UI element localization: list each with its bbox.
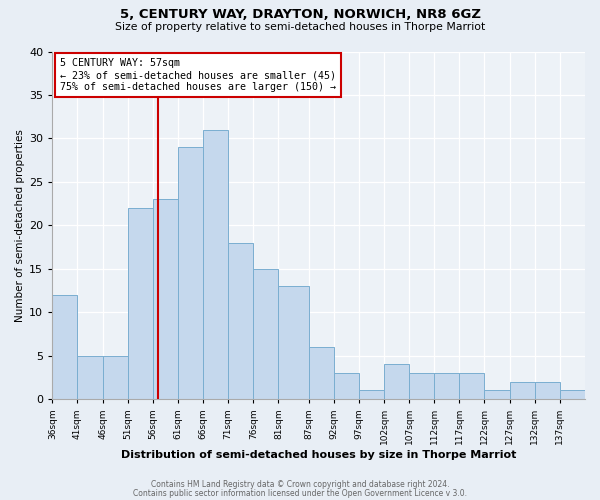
Bar <box>560 390 585 399</box>
Bar <box>334 373 359 399</box>
Text: Contains HM Land Registry data © Crown copyright and database right 2024.: Contains HM Land Registry data © Crown c… <box>151 480 449 489</box>
Bar <box>460 373 484 399</box>
Bar <box>153 199 178 399</box>
Bar <box>253 268 278 399</box>
Bar <box>228 242 253 399</box>
Bar <box>509 382 535 399</box>
Bar <box>484 390 509 399</box>
Text: 5, CENTURY WAY, DRAYTON, NORWICH, NR8 6GZ: 5, CENTURY WAY, DRAYTON, NORWICH, NR8 6G… <box>119 8 481 20</box>
Y-axis label: Number of semi-detached properties: Number of semi-detached properties <box>15 129 25 322</box>
Text: Size of property relative to semi-detached houses in Thorpe Marriot: Size of property relative to semi-detach… <box>115 22 485 32</box>
X-axis label: Distribution of semi-detached houses by size in Thorpe Marriot: Distribution of semi-detached houses by … <box>121 450 517 460</box>
Text: 5 CENTURY WAY: 57sqm
← 23% of semi-detached houses are smaller (45)
75% of semi-: 5 CENTURY WAY: 57sqm ← 23% of semi-detac… <box>61 58 337 92</box>
Bar <box>308 347 334 399</box>
Bar <box>128 208 153 399</box>
Bar <box>203 130 228 399</box>
Text: Contains public sector information licensed under the Open Government Licence v : Contains public sector information licen… <box>133 488 467 498</box>
Bar <box>359 390 384 399</box>
Bar <box>278 286 308 399</box>
Bar <box>178 147 203 399</box>
Bar <box>409 373 434 399</box>
Bar <box>52 295 77 399</box>
Bar <box>434 373 460 399</box>
Bar <box>384 364 409 399</box>
Bar <box>103 356 128 399</box>
Bar <box>77 356 103 399</box>
Bar <box>535 382 560 399</box>
